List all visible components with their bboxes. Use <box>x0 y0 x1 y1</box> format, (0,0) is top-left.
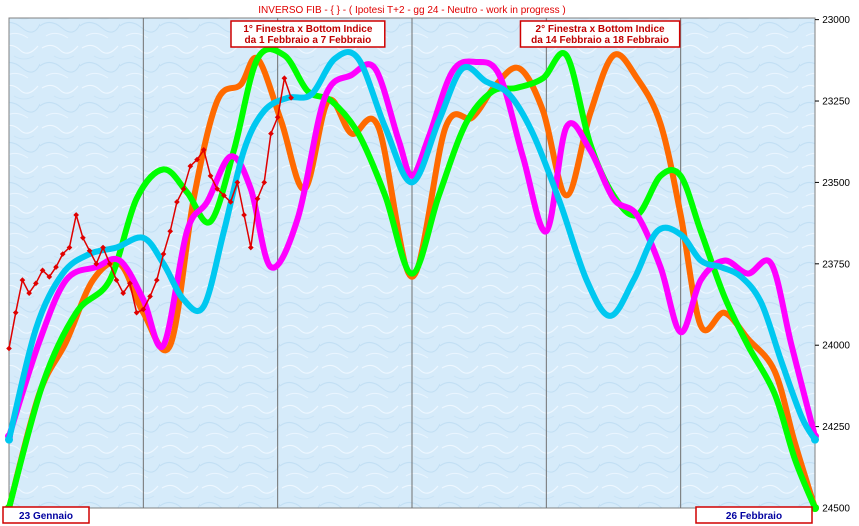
data-point <box>153 277 160 283</box>
data-point <box>80 234 86 241</box>
data-point <box>174 199 180 205</box>
data-point <box>66 244 73 251</box>
data-point <box>167 228 174 235</box>
data-point <box>100 244 106 251</box>
data-point <box>93 260 100 267</box>
series-line-3 <box>6 49 818 443</box>
data-point <box>288 94 294 101</box>
window-annotation-box <box>519 20 681 48</box>
data-point <box>73 212 79 218</box>
y-tick-label: 24250 <box>822 422 850 433</box>
window-annotation-line2: da 1 Febbraio a 7 Febbraio <box>245 35 372 46</box>
window-annotation-box <box>230 20 386 48</box>
y-tick-label: 23500 <box>822 178 850 189</box>
data-point <box>113 277 120 283</box>
series-endpoint <box>5 435 13 444</box>
data-point <box>261 179 268 186</box>
y-tick-label: 24000 <box>822 341 850 352</box>
y-tick-label: 23750 <box>822 259 850 270</box>
data-point <box>160 251 167 257</box>
data-point <box>241 212 247 218</box>
data-point <box>268 130 274 137</box>
series-endpoint <box>811 504 819 512</box>
data-point <box>26 290 32 296</box>
data-point <box>180 186 187 192</box>
data-point <box>227 199 234 205</box>
data-point <box>281 75 288 82</box>
chart-title: INVERSO FIB - { } - ( Ipotesi T+2 - gg 2… <box>258 5 565 16</box>
end-date-label: 26 Febbraio <box>726 511 782 522</box>
y-tick-label: 23250 <box>822 97 850 108</box>
data-point <box>106 260 113 267</box>
data-point <box>187 163 194 169</box>
data-point <box>221 192 227 199</box>
data-point <box>140 306 147 313</box>
window-annotation-line1: 1° Finestra x Bottom Indice <box>243 24 372 35</box>
data-point <box>19 277 26 283</box>
series-endpoint <box>811 435 819 444</box>
end-date-box <box>695 506 813 524</box>
series-line-2 <box>6 58 818 440</box>
data-point <box>200 147 207 153</box>
data-point <box>207 173 214 179</box>
data-point <box>147 293 153 300</box>
data-point <box>86 247 93 254</box>
y-tick-label: 24500 <box>822 504 850 515</box>
data-point <box>274 114 281 121</box>
y-tick-label: 23000 <box>822 15 850 26</box>
data-point <box>133 309 140 316</box>
data-point <box>247 244 254 251</box>
data-point <box>120 290 127 296</box>
data-point <box>194 156 200 163</box>
data-point <box>214 186 221 192</box>
series-line-1 <box>6 46 818 511</box>
window-annotation-line2: da 14 Febbraio a 18 Febbraio <box>531 35 669 46</box>
data-point <box>234 179 241 186</box>
y-axis: 23000 23250 23500 23750 24000 24250 24500 <box>815 15 850 515</box>
start-date-label: 23 Gennaio <box>19 511 73 522</box>
start-date-box <box>2 506 90 524</box>
data-point <box>254 195 261 202</box>
window-annotation-line1: 2° Finestra x Bottom Indice <box>536 24 665 35</box>
